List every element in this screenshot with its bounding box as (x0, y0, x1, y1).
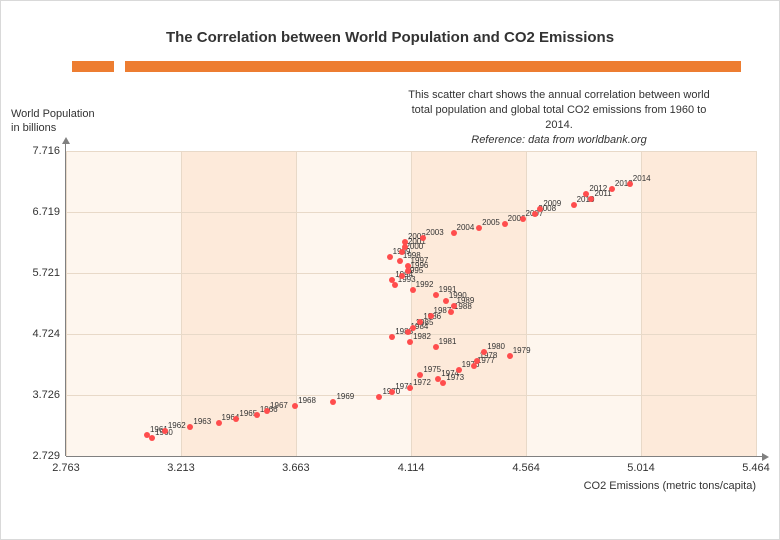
v-gridline (411, 151, 412, 456)
data-label: 1972 (413, 378, 431, 387)
v-gridline (66, 151, 67, 456)
chart-frame: The Correlation between World Population… (0, 0, 780, 540)
data-label: 1969 (336, 392, 354, 401)
y-tick-label: 5.721 (32, 267, 66, 279)
v-gridline (526, 151, 527, 456)
x-tick-label: 2.763 (52, 456, 80, 474)
accent-bar-1 (72, 61, 114, 72)
subtitle-line3: 2014. (545, 119, 573, 131)
x-tick-label: 3.213 (167, 456, 195, 474)
data-label: 2004 (457, 223, 475, 232)
x-tick-label: 4.564 (512, 456, 540, 474)
v-gridline (641, 151, 642, 456)
y-tick-label: 3.726 (32, 389, 66, 401)
data-label: 2009 (543, 199, 561, 208)
v-gridline (296, 151, 297, 456)
scatter-chart: 2.7293.7264.7245.7216.7197.7162.7633.213… (66, 151, 756, 456)
y-tick-label: 4.724 (32, 328, 66, 340)
data-label: 2014 (633, 174, 651, 183)
plot-band (66, 151, 181, 456)
ylabel-line2: in billions (11, 122, 56, 134)
y-axis-arrow (62, 137, 70, 144)
x-tick-label: 5.464 (742, 456, 770, 474)
subtitle-ref: Reference: data from worldbank.org (471, 134, 646, 146)
data-label: 1980 (487, 342, 505, 351)
data-label: 2003 (426, 228, 444, 237)
subtitle-line1: This scatter chart shows the annual corr… (408, 89, 709, 101)
data-label: 1975 (423, 365, 441, 374)
y-tick-label: 6.719 (32, 206, 66, 218)
x-tick-label: 5.014 (627, 456, 655, 474)
data-label: 2005 (482, 218, 500, 227)
data-label: 1992 (416, 280, 434, 289)
x-tick-label: 4.114 (398, 456, 425, 474)
subtitle-line2: total population and global total CO2 em… (412, 104, 707, 116)
ylabel-line1: World Population (11, 108, 95, 120)
data-label: 1962 (168, 421, 186, 430)
x-tick-label: 3.663 (282, 456, 310, 474)
y-tick-label: 7.716 (32, 145, 66, 157)
data-label: 2012 (589, 184, 607, 193)
data-label: 1981 (439, 337, 457, 346)
chart-subtitle: This scatter chart shows the annual corr… (379, 88, 739, 147)
plot-band (296, 151, 411, 456)
data-label: 1968 (298, 396, 316, 405)
data-label: 1991 (439, 285, 457, 294)
x-axis-label: CO2 Emissions (metric tons/capita) (556, 480, 756, 492)
y-axis (65, 143, 66, 456)
v-gridline (756, 151, 757, 456)
plot-area: 2.7293.7264.7245.7216.7197.7162.7633.213… (66, 151, 756, 456)
chart-title: The Correlation between World Population… (51, 29, 729, 46)
plot-band (641, 151, 756, 456)
accent-bar-2 (125, 61, 741, 72)
data-label: 1967 (270, 401, 288, 410)
v-gridline (181, 151, 182, 456)
data-label: 1963 (193, 417, 211, 426)
data-label: 1979 (513, 346, 531, 355)
y-axis-label: World Population in billions (11, 107, 95, 136)
data-label: 1982 (413, 332, 431, 341)
